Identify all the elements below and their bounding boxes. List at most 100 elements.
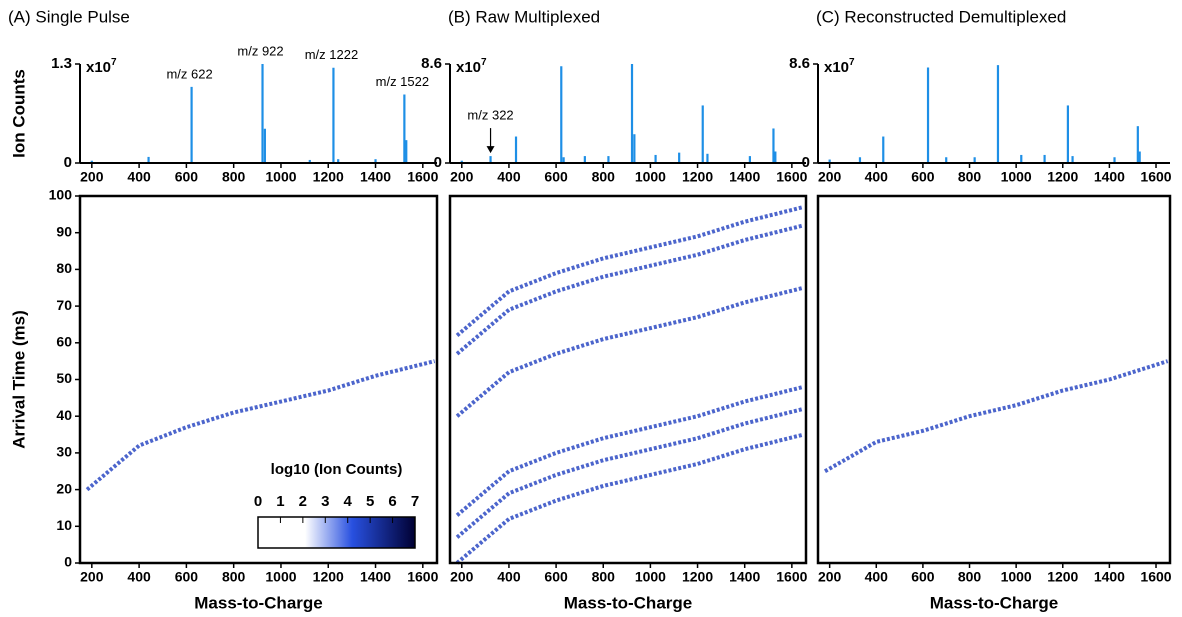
arrival-trace: [455, 432, 805, 565]
x-tick-label: 1600: [407, 569, 438, 585]
multiplier: x107: [824, 57, 855, 76]
x-tick-label: 600: [911, 169, 935, 185]
x-tick-label: 200: [818, 169, 842, 185]
x-tick-label: 400: [127, 569, 151, 585]
y-tick-label: 90: [56, 223, 72, 239]
colorbar-tick-label: 7: [411, 493, 419, 510]
y-tick-label: 100: [49, 187, 73, 203]
plot-frame: [816, 194, 1172, 565]
x-tick-label: 400: [127, 169, 151, 185]
x-tick-label: 600: [175, 569, 199, 585]
x-tick-label: 800: [592, 169, 616, 185]
y-tick-label: 8.6: [421, 55, 442, 72]
multiplier: x107: [86, 57, 117, 76]
x-tick-label: 1600: [776, 569, 807, 585]
annotation: m/z 322: [467, 108, 513, 123]
y-tick-label: 0: [802, 154, 810, 171]
colorbar-tick-label: 2: [299, 493, 307, 510]
x-tick-label: 600: [911, 569, 935, 585]
x-tick-label: 1000: [265, 169, 296, 185]
colorbar-tick-label: 6: [388, 493, 396, 510]
multiplier-exp: 7: [111, 57, 117, 68]
y-tick-label: 40: [56, 407, 72, 423]
x-tick-label: 1400: [360, 169, 391, 185]
colorbar-tick-label: 1: [276, 493, 284, 510]
x-tick-label: 1400: [360, 569, 391, 585]
arrival-trace: [85, 359, 436, 492]
x-tick-label: 1000: [1001, 569, 1032, 585]
x-tick-label: 1400: [729, 569, 760, 585]
panel-title: (B) Raw Multiplexed: [448, 7, 600, 26]
x-tick-label: 400: [865, 569, 889, 585]
x-tick-label: 800: [222, 569, 246, 585]
x-tick-label: 800: [958, 169, 982, 185]
x-tick-label: 600: [544, 169, 568, 185]
y-tick-label: 50: [56, 370, 72, 386]
arrival-trace: [455, 205, 805, 337]
y-axis-label: Arrival Time (ms): [9, 310, 28, 449]
y-tick-label: 70: [56, 297, 72, 313]
arrival-trace: [823, 359, 1169, 473]
x-axis-label: Mass-to-Charge: [564, 593, 692, 612]
y-tick-label: 20: [56, 480, 72, 496]
y-tick-label: 0: [434, 154, 442, 171]
x-tick-label: 200: [450, 169, 474, 185]
x-tick-label: 1400: [1094, 569, 1125, 585]
x-tick-label: 1000: [265, 569, 296, 585]
x-axis-label: Mass-to-Charge: [194, 593, 322, 612]
x-tick-label: 200: [80, 169, 104, 185]
multiplier-base: x10: [86, 59, 111, 76]
y-tick-label: 80: [56, 260, 72, 276]
y-tick-label: 0: [64, 154, 72, 171]
plot-frame: [448, 194, 808, 565]
x-tick-label: 200: [818, 569, 842, 585]
x-tick-label: 200: [80, 569, 104, 585]
x-tick-label: 1400: [1094, 169, 1125, 185]
x-tick-label: 1200: [1047, 169, 1078, 185]
arrival-trace: [455, 285, 805, 418]
x-tick-label: 1200: [313, 169, 344, 185]
x-tick-label: 400: [497, 169, 521, 185]
x-tick-label: 200: [450, 569, 474, 585]
x-tick-label: 1000: [1001, 169, 1032, 185]
x-tick-label: 1200: [1047, 569, 1078, 585]
annotation: m/z 922: [237, 43, 283, 58]
colorbar-tick-label: 5: [366, 493, 374, 510]
x-tick-label: 1600: [1140, 569, 1171, 585]
colorbar: [257, 516, 416, 549]
arrival-trace: [455, 406, 805, 539]
y-tick-label: 0: [64, 554, 72, 570]
x-tick-label: 1400: [729, 169, 760, 185]
x-tick-label: 1000: [635, 569, 666, 585]
x-tick-label: 800: [958, 569, 982, 585]
arrival-trace: [455, 223, 805, 356]
y-tick-label: 1.3: [51, 55, 72, 72]
multiplier-base: x10: [456, 59, 481, 76]
multiplier-exp: 7: [849, 57, 855, 68]
colorbar-tick-label: 0: [254, 493, 262, 510]
arrival-trace: [455, 384, 805, 517]
y-axis-label: Ion Counts: [9, 69, 28, 158]
x-tick-label: 600: [175, 169, 199, 185]
annotation: m/z 1522: [376, 74, 429, 89]
x-tick-label: 1600: [407, 169, 438, 185]
panel-title: (A) Single Pulse: [8, 7, 130, 26]
panel-title: (C) Reconstructed Demultiplexed: [816, 7, 1066, 26]
colorbar-tick-label: 4: [344, 493, 353, 510]
colorbar-title: log10 (Ion Counts): [271, 461, 403, 478]
y-tick-label: 60: [56, 334, 72, 350]
colorbar-tick-label: 3: [321, 493, 329, 510]
x-tick-label: 1600: [776, 169, 807, 185]
x-tick-label: 1200: [313, 569, 344, 585]
x-tick-label: 600: [544, 569, 568, 585]
annotation: m/z 1222: [305, 47, 358, 62]
x-axis-label: Mass-to-Charge: [930, 593, 1058, 612]
multiplier-exp: 7: [481, 57, 487, 68]
x-tick-label: 1200: [682, 569, 713, 585]
y-tick-label: 10: [56, 517, 72, 533]
multiplier: x107: [456, 57, 487, 76]
y-tick-label: 30: [56, 444, 72, 460]
annotation: m/z 622: [166, 66, 212, 81]
